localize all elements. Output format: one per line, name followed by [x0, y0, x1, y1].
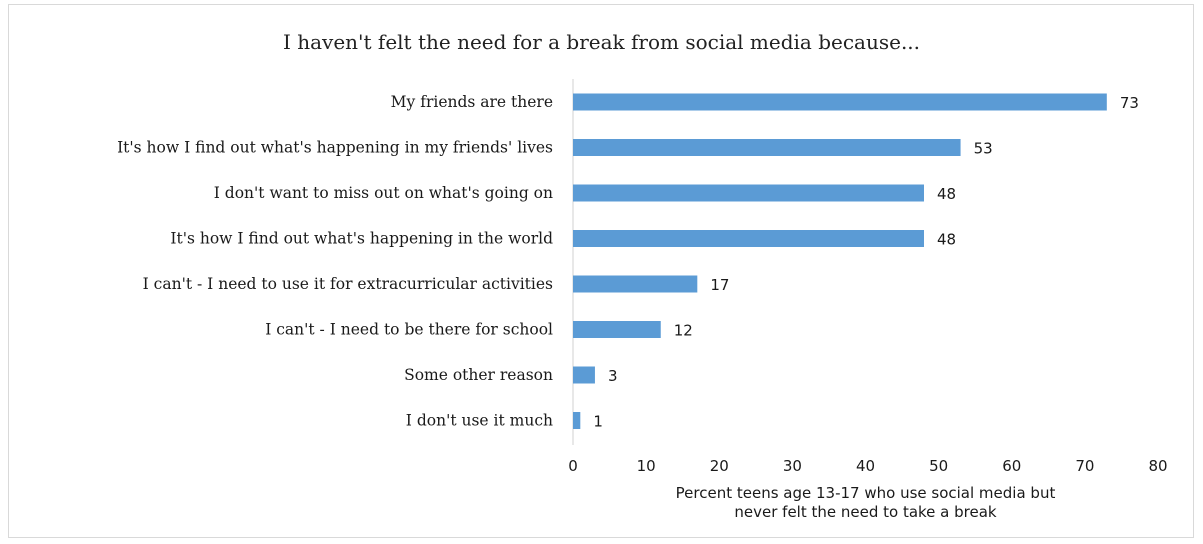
category-label: Some other reason	[404, 366, 553, 384]
x-tick-label: 30	[783, 457, 802, 475]
category-label: I can't - I need to be there for school	[265, 321, 553, 339]
bar	[573, 139, 961, 156]
x-tick-label: 40	[856, 457, 875, 475]
x-tick-label: 20	[710, 457, 729, 475]
data-label: 73	[1120, 94, 1139, 112]
data-label: 48	[937, 185, 956, 203]
bar	[573, 93, 1107, 111]
x-axis-title: never felt the need to take a break	[734, 503, 997, 521]
category-label: My friends are there	[391, 93, 553, 111]
bar	[573, 184, 924, 202]
data-label: 12	[674, 322, 693, 340]
category-label: It's how I find out what's happening in …	[170, 230, 553, 248]
bar	[573, 321, 661, 338]
x-axis-title: Percent teens age 13-17 who use social m…	[676, 484, 1056, 502]
category-label: I can't - I need to use it for extracurr…	[143, 275, 553, 293]
category-label: I don't use it much	[406, 412, 553, 430]
data-label: 48	[937, 231, 956, 249]
x-tick-label: 50	[929, 457, 948, 475]
category-label: It's how I find out what's happening in …	[117, 139, 553, 157]
data-label: 17	[710, 276, 729, 294]
chart-frame	[8, 4, 1194, 538]
chart-title: I haven't felt the need for a break from…	[282, 30, 921, 54]
data-label: 3	[608, 367, 618, 385]
x-tick-label: 10	[637, 457, 656, 475]
x-tick-label: 70	[1075, 457, 1094, 475]
data-label: 1	[593, 413, 603, 431]
x-tick-label: 80	[1148, 457, 1167, 475]
x-tick-label: 60	[1002, 457, 1021, 475]
bar	[573, 275, 698, 293]
bar	[573, 366, 595, 384]
bar	[573, 412, 581, 429]
data-label: 53	[974, 140, 993, 158]
category-label: I don't want to miss out on what's going…	[214, 184, 553, 202]
x-tick-label: 0	[568, 457, 578, 475]
bar	[573, 230, 924, 247]
